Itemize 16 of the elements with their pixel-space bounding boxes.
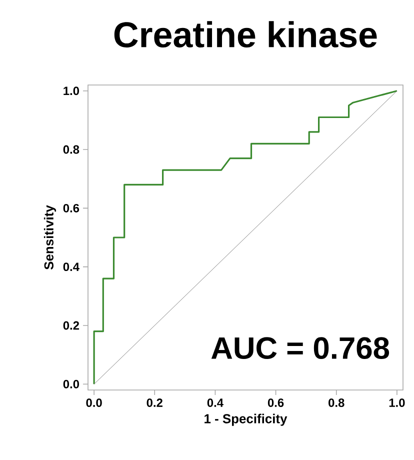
y-tick-label: 0.4 xyxy=(63,262,80,272)
y-tick-label: 0.2 xyxy=(63,321,80,330)
x-axis-title: 1 - Specificity xyxy=(204,414,288,426)
y-tick-label: 0.8 xyxy=(63,145,80,154)
y-tick-label: 0.6 xyxy=(63,204,80,212)
x-tick-label: 0.2 xyxy=(146,398,162,407)
chart-title: Creatine kinase xyxy=(114,21,377,48)
x-tick-label: 0.8 xyxy=(328,398,344,407)
x-tick-label: 0.4 xyxy=(207,398,224,407)
x-tick-label: 0.6 xyxy=(268,398,284,407)
annotation: AUC = 0.768 xyxy=(211,337,390,360)
x-tick-label: 1.0 xyxy=(389,398,405,407)
y-tick-label: 0.0 xyxy=(63,380,80,388)
y-axis-title: Sensitivity xyxy=(44,205,56,270)
x-tick-label: 0.0 xyxy=(86,398,102,407)
y-tick-label: 1.0 xyxy=(64,86,80,96)
